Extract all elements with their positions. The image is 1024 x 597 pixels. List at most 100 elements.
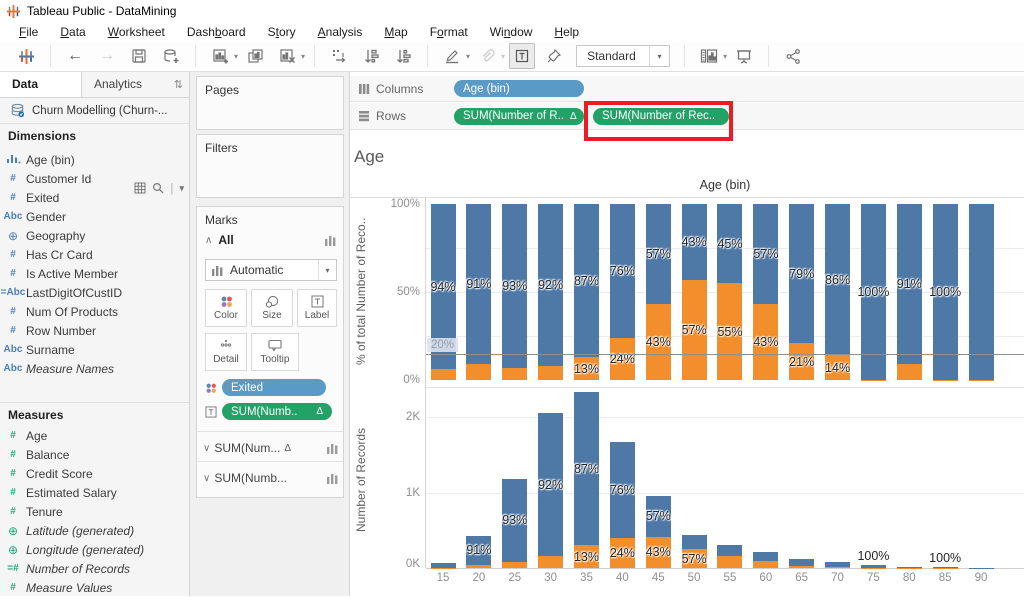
bar-orange-bin-85[interactable] [933,568,958,569]
menu-file[interactable]: File [8,23,49,41]
bar-blue-bin-75[interactable] [861,565,886,568]
chevron-down-icon[interactable]: ∨ [203,473,210,484]
menu-worksheet[interactable]: Worksheet [97,23,176,41]
field-age[interactable]: #Age [0,426,189,445]
field-geography[interactable]: ⊕Geography [0,226,189,245]
filters-shelf[interactable]: Filters [196,134,344,198]
bar-orange-bin-75[interactable] [861,380,886,381]
tab-data[interactable]: Data [0,72,82,97]
menu-help[interactable]: Help [543,23,590,41]
presentation-mode-button[interactable] [731,43,757,69]
bar-blue-bin-15[interactable] [431,563,456,567]
menu-story[interactable]: Story [257,23,307,41]
datasource-row[interactable]: Churn Modelling (Churn-... [0,98,189,124]
field-exited[interactable]: #Exited [0,188,189,207]
bar-orange-bin-20[interactable] [466,364,491,380]
color-button[interactable]: Color [205,289,247,327]
bar-blue-bin-90[interactable] [969,568,994,569]
swap-rows-columns-button[interactable] [326,43,352,69]
new-worksheet-button[interactable] [207,43,233,69]
tab-analytics[interactable]: Analytics [82,72,154,97]
menu-window[interactable]: Window [479,23,544,41]
field-lastdigitofcustid[interactable]: =AbcLastDigitOfCustID [0,283,189,302]
chart-column-header[interactable]: Age (bin) [426,178,1024,192]
redo-button[interactable]: → [94,43,120,69]
bar-orange-bin-30[interactable] [538,556,563,568]
y-axis-title-top[interactable]: % of total Number of Reco.. [354,202,370,380]
menu-data[interactable]: Data [49,23,96,41]
bar-blue-bin-65[interactable] [789,559,814,566]
new-data-source-button[interactable] [158,43,184,69]
chevron-down-icon[interactable]: ▾ [501,52,505,61]
field-balance[interactable]: #Balance [0,445,189,464]
field-measure-values[interactable]: #Measure Values [0,578,189,597]
bar-orange-bin-15[interactable] [431,568,456,569]
marks-pill-sum-records[interactable]: SUM(Numb..Δ [222,403,332,420]
marks-collapsed-sum-2[interactable]: ∨ SUM(Numb... [203,467,339,489]
bar-orange-bin-20[interactable] [466,565,491,568]
menu-dashboard[interactable]: Dashboard [176,23,257,41]
bar-orange-bin-70[interactable] [825,567,850,568]
pages-shelf[interactable]: Pages [196,76,344,130]
chevron-down-icon[interactable]: ▾ [723,52,727,61]
fix-axes-pin-button[interactable] [541,43,567,69]
pill-age-bin-[interactable]: Age (bin) [454,80,584,97]
marks-all-row[interactable]: ∧ All [205,233,337,247]
field-is-active-member[interactable]: #Is Active Member [0,264,189,283]
pane-collapse-icon[interactable]: ⇅ [174,78,183,91]
show-mark-labels-button[interactable] [509,43,535,69]
paperclip-button[interactable] [474,43,500,69]
bar-blue-bin-60[interactable] [753,552,778,561]
highlight-pen-button[interactable] [439,43,465,69]
field-number-of-records[interactable]: =#Number of Records [0,559,189,578]
bar-orange-bin-85[interactable] [933,380,958,381]
tooltip-button[interactable]: Tooltip [251,333,299,371]
fit-selector[interactable]: Standard ▾ [576,45,670,67]
bar-blue-bin-50[interactable] [682,535,707,549]
detail-button[interactable]: Detail [205,333,247,371]
field-age-bin-[interactable]: Age (bin) [0,150,189,169]
sort-ascending-button[interactable] [358,43,384,69]
menu-analysis[interactable]: Analysis [307,23,374,41]
bar-orange-bin-75[interactable] [861,568,886,569]
field-has-cr-card[interactable]: #Has Cr Card [0,245,189,264]
pill-sum-number-of-r-[interactable]: SUM(Number of R..Δ [454,108,584,125]
field-measure-names[interactable]: AbcMeasure Names [0,359,189,378]
share-button[interactable] [780,43,806,69]
columns-shelf[interactable]: Columns Age (bin) [350,76,1024,102]
bar-orange-bin-80[interactable] [897,364,922,380]
bar-orange-bin-60[interactable] [753,561,778,568]
duplicate-sheet-button[interactable] [242,43,268,69]
field-estimated-salary[interactable]: #Estimated Salary [0,483,189,502]
menu-map[interactable]: Map [373,23,418,41]
chevron-down-icon[interactable]: ∨ [203,443,210,454]
field-gender[interactable]: AbcGender [0,207,189,226]
sort-descending-button[interactable] [390,43,416,69]
show-me-button[interactable] [696,43,722,69]
mark-type-selector[interactable]: Automatic ▾ [205,259,337,281]
chevron-down-icon[interactable]: ▾ [234,52,238,61]
bar-orange-bin-55[interactable] [717,556,742,568]
chevron-up-icon[interactable]: ∧ [205,235,212,246]
field-credit-score[interactable]: #Credit Score [0,464,189,483]
undo-button[interactable]: ← [62,43,88,69]
marks-collapsed-sum-1[interactable]: ∨ SUM(Num... Δ [203,437,339,459]
bar-orange-bin-25[interactable] [502,562,527,568]
field-tenure[interactable]: #Tenure [0,502,189,521]
save-button[interactable] [126,43,152,69]
bar-orange-bin-15[interactable] [431,369,456,380]
bar-blue-bin-70[interactable] [825,562,850,567]
marks-pill-exited[interactable]: Exited [222,379,326,396]
size-button[interactable]: Size [251,289,293,327]
bar-orange-bin-65[interactable] [789,566,814,568]
bar-orange-bin-25[interactable] [502,368,527,380]
y-axis-title-bottom[interactable]: Number of Records [354,392,370,568]
chevron-down-icon[interactable]: ▾ [466,52,470,61]
bar-blue-bin-80[interactable] [897,567,922,568]
label-button[interactable]: Label [297,289,337,327]
field-longitude-generated-[interactable]: ⊕Longitude (generated) [0,540,189,559]
field-surname[interactable]: AbcSurname [0,340,189,359]
bar-blue-bin-55[interactable] [717,545,742,555]
bar-orange-bin-90[interactable] [969,380,994,381]
menu-format[interactable]: Format [419,23,479,41]
